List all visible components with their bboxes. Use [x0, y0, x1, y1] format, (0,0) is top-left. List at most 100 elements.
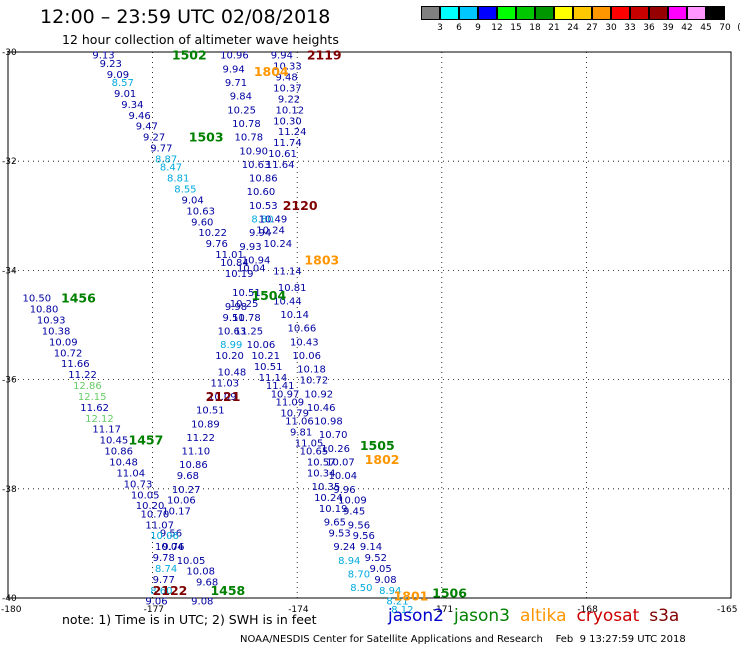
wave-height-value: 10.08 [186, 567, 215, 578]
color-scale-label: 30 [605, 23, 617, 33]
wave-height-value: 10.25 [230, 299, 259, 310]
wave-height-value: 9.45 [343, 507, 365, 518]
pass-time-label: 1802 [365, 452, 400, 467]
wave-height-value: 10.86 [179, 460, 208, 471]
wave-height-value: 10.73 [124, 479, 153, 490]
color-scale-swatch [440, 6, 459, 20]
y-axis-tick-label: -36 [2, 376, 17, 386]
x-axis-tick-label: -171 [433, 605, 453, 615]
wave-height-value: 10.45 [100, 436, 129, 447]
wave-height-value: 10.46 [307, 403, 336, 414]
color-scale-swatch [478, 6, 497, 20]
wave-height-value: 9.24 [333, 542, 355, 553]
wave-height-value: 11.74 [273, 138, 302, 149]
wave-height-value: 11.07 [145, 520, 174, 531]
wave-height-value: 8.81 [167, 174, 189, 185]
pass-time-label: 1804 [254, 64, 289, 79]
wave-height-value: 8.94 [338, 556, 360, 567]
pass-time-label: 1458 [210, 583, 245, 598]
wave-height-value: 10.72 [54, 348, 83, 359]
x-axis-tick-label: -168 [577, 605, 598, 615]
color-scale-label: 12 [491, 23, 503, 33]
x-axis-tick-label: -177 [144, 605, 164, 615]
wave-height-value: 9.56 [348, 520, 370, 531]
wave-height-value: 8.74 [155, 564, 177, 575]
wave-height-value: 8.80 [251, 215, 273, 226]
wave-height-value: 10.78 [235, 133, 264, 144]
color-scale-label: 36 [643, 23, 655, 33]
legend-cryosat: cryosat [576, 606, 640, 626]
wave-height-value: 9.23 [100, 59, 122, 70]
wave-height-value: 10.05 [131, 490, 160, 501]
wave-height-value: 11.25 [235, 326, 264, 337]
wave-height-value: 9.68 [196, 578, 218, 589]
wave-height-value: 9.60 [191, 217, 213, 228]
wave-height-value: 10.27 [172, 485, 201, 496]
wave-height-value: 10.24 [263, 239, 292, 250]
credit-line: NOAA/NESDIS Center for Satellite Applica… [240, 634, 686, 645]
y-axis-tick-label: -32 [2, 157, 17, 167]
wave-height-value: 9.56 [353, 531, 375, 542]
wave-height-value: 8.12 [391, 605, 413, 616]
color-scale-label: 33 [624, 23, 636, 33]
satellite-legend: jason2 jason3 altika cryosat s3a [388, 606, 689, 626]
wave-height-value: 10.38 [42, 326, 71, 337]
wave-height-value: 10.49 [259, 215, 288, 226]
wave-height-value: 10.04 [155, 542, 184, 553]
color-scale-swatch [668, 6, 687, 20]
wave-height-value: 9.22 [278, 94, 300, 105]
color-scale-swatch [706, 6, 725, 20]
wave-height-value: 10.14 [280, 310, 309, 321]
wave-height-value: 11.14 [273, 266, 302, 277]
wave-height-value: 10.63 [218, 326, 247, 337]
color-scale-swatch [592, 6, 611, 20]
color-scale-label: 27 [586, 23, 598, 33]
pass-time-label: 2119 [307, 48, 342, 63]
color-scale-label: 6 [456, 23, 462, 33]
wave-height-value: 10.86 [249, 174, 278, 185]
wave-height-value: 10.07 [326, 458, 355, 469]
color-scale-swatch [630, 6, 649, 20]
wave-height-value: 10.21 [251, 351, 280, 362]
wave-height-value: 9.46 [129, 111, 151, 122]
wave-height-value: 11.04 [116, 468, 145, 479]
wave-height-value: 10.26 [321, 444, 350, 455]
color-scale-swatch [611, 6, 630, 20]
wave-height-value: 10.43 [290, 337, 319, 348]
wave-height-value: 11.10 [182, 447, 211, 458]
wave-height-value: 8.55 [174, 185, 196, 196]
wave-height-value: 8.70 [348, 569, 370, 580]
wave-height-value: 10.66 [288, 324, 317, 335]
wave-height-value: 10.24 [314, 493, 343, 504]
wave-height-value: 9.06 [145, 597, 167, 608]
wave-height-value: 10.06 [167, 496, 196, 507]
wave-height-value: 10.61 [268, 149, 297, 160]
wave-height-value: 10.60 [247, 187, 276, 198]
color-scale-label: 39 [662, 23, 674, 33]
wave-height-value: 9.09 [107, 70, 129, 81]
wave-height-value: 10.34 [307, 468, 336, 479]
x-axis-tick-label: -174 [288, 605, 309, 615]
wave-height-value: 10.70 [141, 509, 170, 520]
wave-height-value: 9.56 [160, 528, 182, 539]
wave-height-value: 8.60 [150, 586, 172, 597]
wave-height-value: 10.51 [232, 288, 261, 299]
wave-height-value: 8.47 [160, 163, 182, 174]
wave-height-value: 9.53 [329, 528, 351, 539]
wave-height-value: 11.03 [210, 378, 239, 389]
wave-height-value: 10.09 [208, 392, 237, 403]
color-scale-swatch [421, 6, 440, 20]
wave-height-value: 11.62 [80, 403, 109, 414]
y-axis-tick-label: -30 [2, 48, 17, 58]
wave-height-value: 11.01 [215, 250, 244, 261]
wave-height-value: 12.15 [78, 392, 107, 403]
wave-height-value: 9.47 [136, 122, 158, 133]
pass-time-label: 1803 [304, 252, 339, 267]
wave-height-value: 10.48 [109, 458, 138, 469]
y-axis-tick-label: -38 [2, 485, 17, 495]
wave-height-value: 10.06 [150, 531, 179, 542]
pass-time-label: 1457 [129, 433, 164, 448]
wave-height-value: 11.41 [266, 381, 295, 392]
wave-height-value: 9.65 [324, 518, 346, 529]
color-scale-label: 24 [567, 23, 579, 33]
